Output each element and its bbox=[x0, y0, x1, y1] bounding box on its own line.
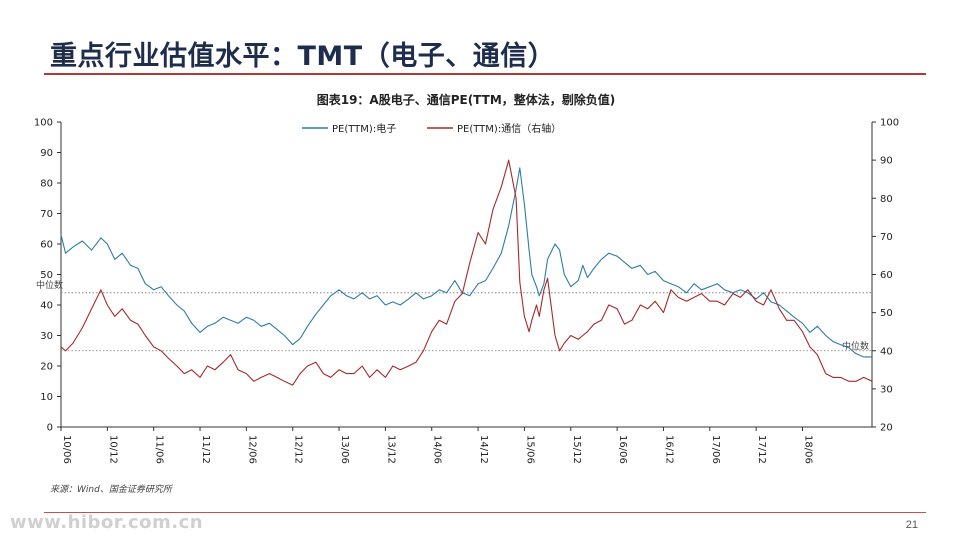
series-line-electronics bbox=[60, 167, 872, 358]
right-tick-label: 70 bbox=[880, 232, 893, 243]
chart-legend: PE(TTM):电子 PE(TTM):通信（右轴） bbox=[302, 122, 561, 135]
median-label-right: 中位数 bbox=[842, 340, 869, 352]
slide-title: 重点行业估值水平：TMT（电子、通信） bbox=[50, 41, 556, 72]
chart-source: 来源：Wind、国金证券研究所 bbox=[50, 484, 174, 495]
page-number: 21 bbox=[905, 519, 918, 531]
right-tick-label: 20 bbox=[880, 423, 893, 434]
left-tick-label: 0 bbox=[47, 423, 53, 434]
x-tick-label: 11/06 bbox=[154, 435, 165, 464]
left-tick-label: 60 bbox=[40, 240, 53, 251]
right-tick-label: 60 bbox=[880, 270, 893, 281]
x-tick-label: 16/06 bbox=[617, 435, 628, 464]
x-tick-label: 11/12 bbox=[200, 435, 211, 464]
watermark: www.hibor.com.cn bbox=[10, 512, 204, 533]
chart-title: 图表19：A股电子、通信PE(TTM，整体法，剔除负值) bbox=[317, 92, 616, 107]
x-tick-label: 15/12 bbox=[571, 435, 582, 464]
x-tick-label: 15/06 bbox=[524, 435, 535, 464]
left-tick-label: 100 bbox=[34, 118, 53, 129]
x-tick-label: 10/12 bbox=[107, 435, 118, 464]
left-tick-label: 70 bbox=[40, 209, 53, 220]
left-tick-label: 90 bbox=[40, 148, 53, 159]
x-tick-label: 14/12 bbox=[478, 435, 489, 464]
x-tick-label: 10/06 bbox=[61, 435, 72, 464]
left-tick-label: 30 bbox=[40, 331, 53, 342]
x-tick-label: 13/12 bbox=[385, 435, 396, 464]
right-tick-label: 40 bbox=[880, 346, 893, 357]
pe-line-chart: 图表19：A股电子、通信PE(TTM，整体法，剔除负值) 0 10 20 30 40 50… bbox=[34, 92, 899, 495]
series-layer bbox=[60, 159, 873, 386]
x-tick-label: 16/12 bbox=[663, 435, 674, 464]
chart-axes: 0 10 20 30 40 50 60 70 80 90 100 20 30 40 50 60 70 80 90 10… bbox=[34, 118, 899, 464]
right-tick-label: 80 bbox=[880, 194, 893, 205]
right-tick-label: 50 bbox=[880, 308, 893, 319]
chart-container: 图表19：A股电子、通信PE(TTM，整体法，剔除负值) 0 10 20 30 40 50… bbox=[0, 80, 960, 500]
x-tick-label: 14/06 bbox=[432, 435, 443, 464]
legend-label-telecom: PE(TTM):通信（右轴） bbox=[457, 122, 561, 135]
median-label-left: 中位数 bbox=[36, 279, 63, 291]
x-tick-label: 12/06 bbox=[246, 435, 257, 464]
right-tick-label: 90 bbox=[880, 156, 893, 167]
series-line-telecom bbox=[60, 159, 873, 386]
left-tick-label: 50 bbox=[40, 270, 53, 281]
x-tick-label: 12/12 bbox=[293, 435, 304, 464]
x-tick-label: 13/06 bbox=[339, 435, 350, 464]
x-tick-label: 17/12 bbox=[756, 435, 767, 464]
left-tick-label: 20 bbox=[40, 362, 53, 373]
right-tick-label: 100 bbox=[880, 118, 899, 129]
right-tick-label: 30 bbox=[880, 384, 893, 395]
x-tick-label: 18/06 bbox=[802, 435, 813, 464]
legend-label-electronics: PE(TTM):电子 bbox=[332, 122, 396, 135]
left-tick-label: 80 bbox=[40, 179, 53, 190]
title-divider bbox=[44, 73, 926, 75]
left-tick-label: 10 bbox=[40, 392, 53, 403]
left-tick-label: 40 bbox=[40, 301, 53, 312]
footer-divider bbox=[44, 512, 926, 513]
x-tick-label: 17/06 bbox=[710, 435, 721, 464]
